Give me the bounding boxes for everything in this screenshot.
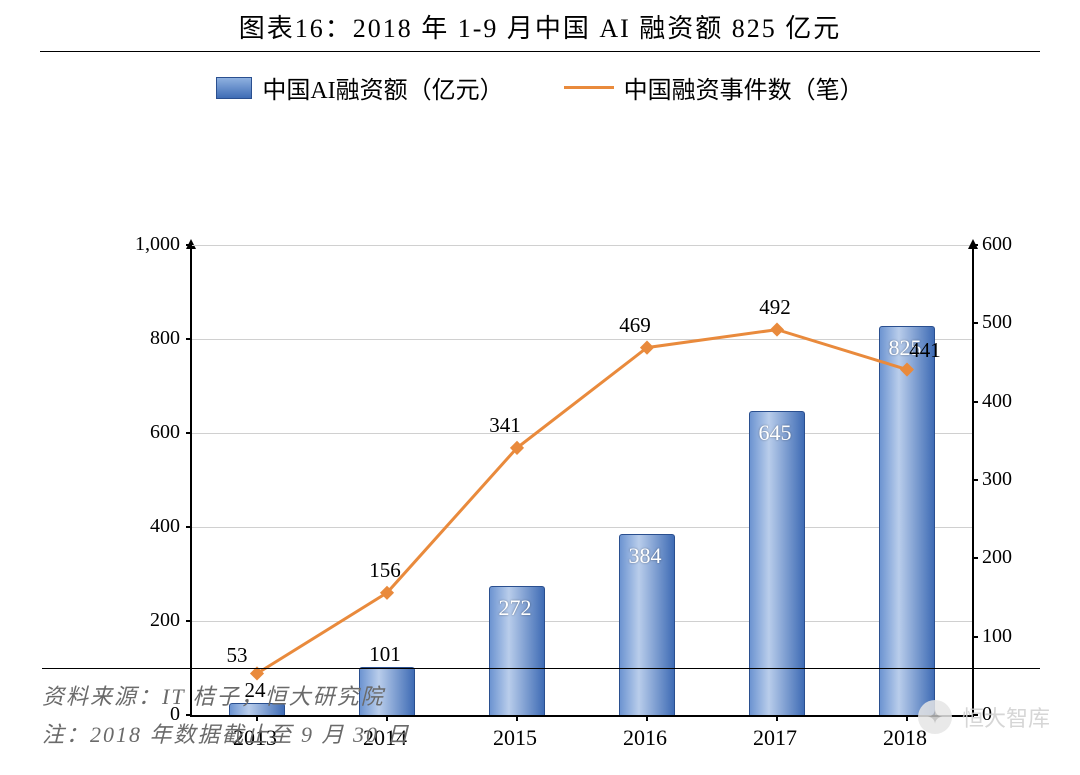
line-marker [900,362,914,376]
bar-value-label: 384 [629,543,662,569]
y-left-tick-label: 1,000 [110,233,180,256]
line-marker [770,323,784,337]
line-value-label: 469 [619,313,651,338]
bar-value-label: 272 [499,595,532,621]
y-right-tick-label: 400 [982,390,1052,413]
legend-bar-swatch [216,77,252,99]
legend-item-bar: 中国AI融资额（亿元） [216,70,503,105]
y-right-tick-label: 600 [982,233,1052,256]
y-left-tick-label: 400 [110,515,180,538]
watermark: ✦ 恒大智库 [918,700,1050,734]
wechat-icon: ✦ [918,700,952,734]
y-right-tick-label: 100 [982,625,1052,648]
line-value-label: 492 [759,295,791,320]
legend-item-line: 中国融资事件数（笔） [564,70,864,105]
bar-value-label: 101 [369,642,401,667]
chart-footer: 资料来源：IT 桔子，恒大研究院 注：2018 年数据截止至 9 月 30 日 [42,668,1040,755]
y-right-tick-label: 300 [982,468,1052,491]
line-value-label: 341 [489,413,521,438]
y-right-tick-label: 200 [982,546,1052,569]
tick-mark [972,401,978,403]
chart-title: 图表16：2018 年 1-9 月中国 AI 融资额 825 亿元 [40,0,1040,52]
y-left-tick-label: 600 [110,421,180,444]
y-left-tick-label: 800 [110,327,180,350]
y-left-tick-label: 200 [110,609,180,632]
line-value-label: 53 [227,643,248,668]
tick-mark [972,322,978,324]
footer-note: 注：2018 年数据截止至 9 月 30 日 [42,717,1040,749]
y-right-tick-label: 500 [982,311,1052,334]
tick-mark [972,557,978,559]
legend-bar-label: 中国AI融资额（亿元） [262,70,503,105]
tick-mark [972,636,978,638]
plot-area [190,245,974,717]
tick-mark [972,479,978,481]
legend-line-label: 中国融资事件数（笔） [624,70,864,105]
bar-value-label: 645 [759,420,792,446]
footer-source: 资料来源：IT 桔子，恒大研究院 [42,679,1040,711]
line-value-label: 156 [369,558,401,583]
line-series [192,245,972,715]
legend: 中国AI融资额（亿元） 中国融资事件数（笔） [0,52,1080,115]
watermark-text: 恒大智库 [962,701,1050,733]
tick-mark [972,244,978,246]
legend-line-swatch [564,86,614,89]
line-value-label: 441 [909,338,941,363]
